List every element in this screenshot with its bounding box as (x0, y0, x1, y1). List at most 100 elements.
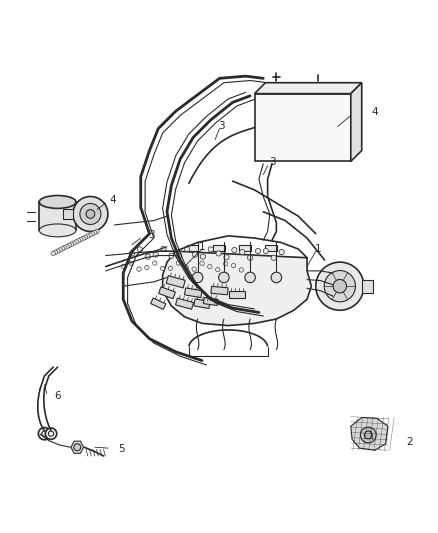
Text: 1: 1 (198, 242, 205, 252)
Circle shape (129, 261, 133, 265)
Polygon shape (71, 441, 83, 453)
Bar (63, 209, 73, 219)
Bar (212, 245, 224, 251)
Circle shape (83, 235, 88, 239)
Polygon shape (210, 286, 228, 295)
Polygon shape (166, 276, 185, 288)
Circle shape (145, 254, 150, 260)
Polygon shape (203, 297, 218, 305)
Circle shape (168, 253, 173, 259)
Circle shape (78, 237, 83, 242)
Circle shape (69, 242, 74, 246)
Circle shape (215, 251, 221, 256)
Circle shape (90, 232, 94, 236)
Circle shape (168, 266, 172, 271)
Circle shape (80, 204, 101, 224)
Text: 3: 3 (148, 230, 155, 240)
Circle shape (92, 230, 97, 235)
Circle shape (231, 247, 237, 253)
Circle shape (86, 209, 95, 219)
Circle shape (60, 247, 64, 251)
Circle shape (74, 240, 78, 244)
Circle shape (45, 428, 57, 439)
Circle shape (71, 241, 76, 245)
Circle shape (58, 248, 62, 252)
Text: 5: 5 (117, 445, 124, 455)
Circle shape (160, 246, 166, 252)
Circle shape (56, 249, 60, 253)
Circle shape (53, 250, 57, 254)
Circle shape (38, 427, 50, 440)
Polygon shape (162, 251, 311, 326)
Text: 3: 3 (218, 120, 225, 131)
Circle shape (360, 427, 375, 443)
Bar (186, 245, 198, 251)
Circle shape (65, 244, 69, 249)
Ellipse shape (39, 224, 76, 237)
Bar (265, 245, 277, 251)
Circle shape (239, 249, 244, 255)
Circle shape (74, 444, 81, 451)
Text: 3: 3 (268, 157, 275, 167)
Text: 1: 1 (314, 244, 321, 254)
Circle shape (62, 245, 67, 250)
Circle shape (176, 261, 180, 265)
Polygon shape (350, 83, 361, 161)
Bar (254, 94, 350, 161)
Circle shape (279, 249, 284, 255)
Circle shape (81, 236, 85, 240)
Circle shape (364, 431, 371, 439)
Text: 4: 4 (371, 108, 377, 117)
Circle shape (95, 229, 99, 233)
Circle shape (129, 251, 134, 256)
Circle shape (223, 262, 227, 266)
Polygon shape (175, 298, 193, 309)
Circle shape (239, 268, 243, 272)
Circle shape (218, 272, 229, 282)
Text: 6: 6 (54, 391, 61, 401)
Circle shape (176, 253, 181, 259)
Circle shape (332, 279, 346, 293)
Bar (361, 280, 372, 293)
Circle shape (200, 254, 205, 259)
Circle shape (231, 263, 235, 268)
Circle shape (160, 266, 164, 271)
Polygon shape (184, 288, 201, 297)
Circle shape (255, 248, 260, 254)
Circle shape (85, 234, 90, 238)
Circle shape (184, 265, 188, 270)
Circle shape (152, 261, 156, 265)
Circle shape (244, 272, 255, 282)
Circle shape (271, 255, 276, 260)
Circle shape (207, 264, 212, 269)
Polygon shape (158, 287, 175, 298)
Circle shape (192, 272, 202, 282)
Circle shape (271, 272, 281, 282)
Polygon shape (254, 83, 361, 94)
Polygon shape (229, 292, 244, 298)
Circle shape (191, 267, 196, 271)
Circle shape (215, 268, 219, 272)
Circle shape (223, 255, 229, 260)
Circle shape (76, 238, 81, 243)
Circle shape (137, 267, 141, 271)
Circle shape (67, 243, 71, 247)
Bar (39, 202, 76, 230)
Text: 4: 4 (109, 195, 115, 205)
Circle shape (199, 261, 204, 265)
Circle shape (73, 197, 108, 231)
Circle shape (137, 247, 142, 252)
Circle shape (145, 265, 149, 270)
Text: 2: 2 (406, 438, 412, 447)
Circle shape (88, 233, 92, 237)
Polygon shape (194, 299, 210, 309)
Polygon shape (150, 298, 166, 310)
Circle shape (152, 252, 158, 257)
Circle shape (121, 264, 125, 269)
Circle shape (184, 246, 189, 252)
Circle shape (192, 252, 197, 257)
Circle shape (263, 248, 268, 254)
Circle shape (208, 247, 213, 252)
Circle shape (323, 271, 355, 302)
Bar (239, 245, 251, 251)
